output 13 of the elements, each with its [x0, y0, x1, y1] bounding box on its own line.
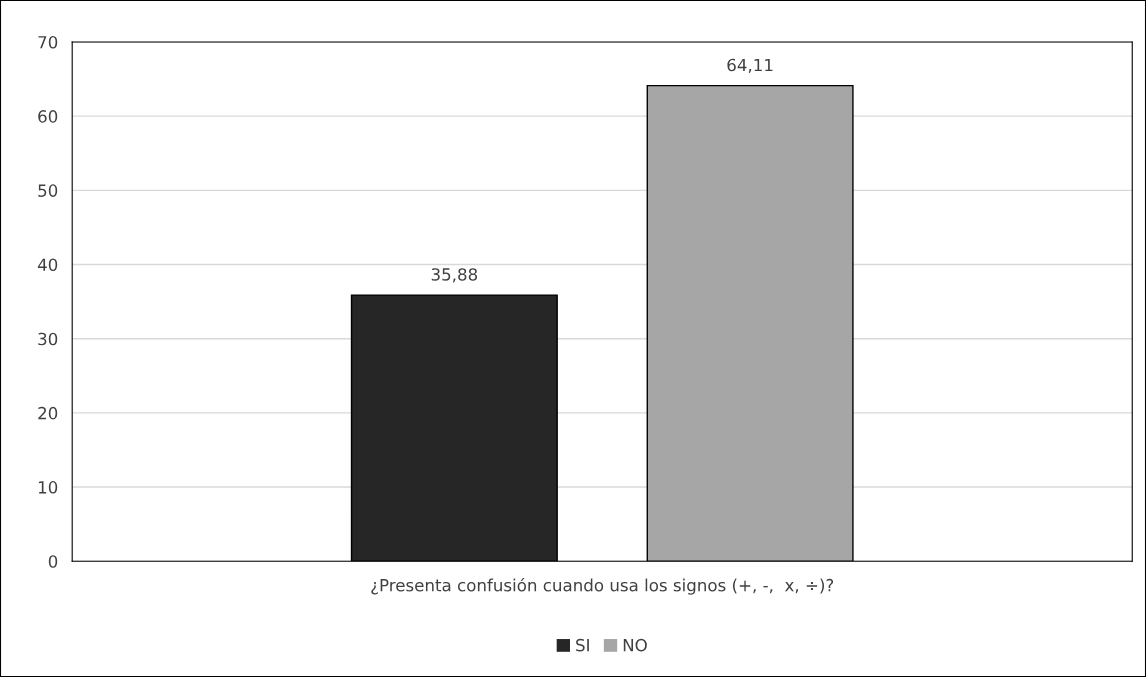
legend-label: NO — [623, 638, 647, 652]
y-tick-label: 50 — [38, 184, 58, 197]
data-label: 64,11 — [727, 58, 773, 74]
y-tick-label: 70 — [38, 35, 58, 49]
y-tick-label: 0 — [48, 555, 58, 568]
data-label: 35,88 — [431, 268, 478, 283]
x-tick-label: ¿Presenta confusión cuando usa los signos (+, -, x, ÷)? — [371, 577, 834, 595]
y-tick-label: 40 — [37, 258, 58, 272]
y-tick-label: 10 — [38, 481, 58, 494]
legend-label: SI — [576, 638, 589, 652]
y-tick-label: 60 — [38, 110, 58, 123]
y-tick-label: 20 — [38, 406, 58, 420]
y-tick-label: 30 — [38, 332, 58, 346]
